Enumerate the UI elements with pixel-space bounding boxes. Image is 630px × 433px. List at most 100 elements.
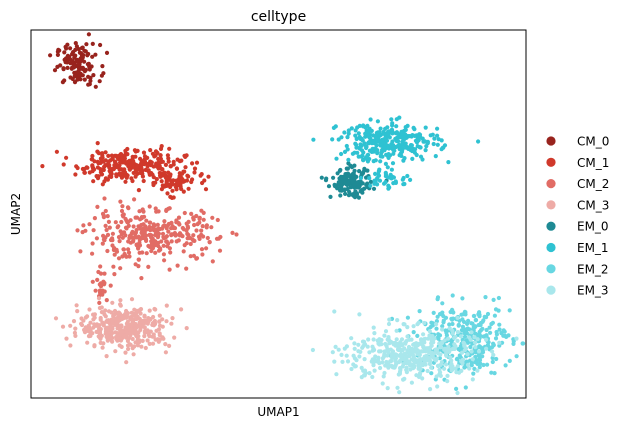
scatter-point [440, 301, 445, 306]
scatter-point [420, 376, 425, 381]
scatter-point [188, 241, 193, 247]
legend-item: CM_0 [546, 135, 609, 149]
scatter-point [393, 180, 398, 185]
scatter-point [159, 179, 164, 184]
scatter-point [389, 117, 394, 122]
scatter-point [118, 303, 123, 308]
scatter-point [132, 234, 138, 240]
scatter-point [118, 266, 123, 271]
scatter-point [138, 311, 143, 316]
scatter-point [339, 352, 344, 357]
scatter-point [475, 368, 480, 373]
scatter-point [489, 321, 494, 327]
scatter-point [80, 166, 85, 172]
scatter-point [386, 365, 391, 370]
scatter-point [400, 343, 405, 348]
scatter-point [86, 32, 91, 37]
scatter-point [132, 307, 137, 312]
scatter-point [368, 183, 373, 188]
scatter-point [80, 45, 85, 50]
scatter-point [373, 354, 378, 359]
scatter-point [448, 355, 453, 360]
scatter-point [122, 251, 127, 257]
legend: CM_0 CM_1 CM_2 CM_3 EM_0 EM_1 EM_2 EM_3 [546, 135, 609, 298]
scatter-point [503, 363, 508, 368]
scatter-point [176, 215, 182, 220]
scatter-point [358, 142, 363, 147]
scatter-point [92, 216, 97, 221]
scatter-point [362, 357, 367, 362]
scatter-point [144, 251, 149, 256]
scatter-point [429, 371, 434, 376]
scatter-point [180, 171, 185, 176]
scatter-point [332, 359, 337, 364]
scatter-point [126, 220, 131, 225]
scatter-point [469, 363, 474, 368]
scatter-point [106, 160, 111, 165]
scatter-point [427, 333, 432, 338]
cluster-cm-2 [90, 269, 113, 305]
scatter-point [142, 334, 147, 339]
scatter-point [96, 269, 101, 275]
scatter-point [166, 229, 171, 234]
scatter-point [155, 232, 160, 237]
scatter-point [477, 329, 482, 334]
scatter-point [163, 342, 168, 347]
scatter-point [133, 154, 138, 159]
scatter-point [353, 189, 358, 194]
scatter-point [422, 320, 427, 326]
scatter-point [481, 318, 486, 323]
scatter-point [89, 157, 94, 162]
scatter-point [494, 356, 499, 362]
scatter-point [79, 321, 84, 326]
scatter-point [404, 354, 409, 359]
scatter-point [469, 321, 474, 326]
scatter-point [344, 143, 349, 149]
scatter-point [471, 325, 476, 330]
scatter-point [389, 127, 394, 132]
scatter-point [140, 174, 145, 179]
scatter-point [365, 181, 370, 186]
scatter-point [458, 344, 463, 349]
scatter-point [416, 366, 421, 371]
scatter-point [134, 311, 139, 316]
scatter-point [437, 312, 443, 317]
scatter-point [445, 373, 450, 378]
scatter-point [375, 176, 380, 181]
scatter-point [64, 155, 69, 160]
scatter-point [383, 142, 388, 147]
scatter-point [450, 293, 455, 298]
scatter-point [417, 309, 422, 314]
scatter-point [465, 321, 470, 326]
scatter-point [154, 328, 159, 333]
scatter-point [380, 360, 385, 365]
scatter-point [106, 319, 111, 325]
scatter-point [396, 142, 401, 148]
scatter-point [330, 137, 335, 142]
scatter-point [165, 223, 170, 228]
scatter-point [393, 358, 398, 364]
scatter-point [140, 318, 145, 324]
scatter-point [134, 164, 139, 169]
scatter-point [107, 165, 112, 170]
scatter-point [100, 241, 105, 246]
scatter-point [423, 336, 428, 341]
scatter-point [455, 315, 460, 320]
scatter-point [230, 230, 235, 235]
scatter-point [136, 264, 141, 269]
scatter-point [175, 182, 180, 187]
scatter-point [165, 191, 170, 196]
scatter-point [153, 206, 158, 211]
scatter-point [197, 215, 202, 220]
scatter-point [200, 252, 205, 257]
scatter-point [435, 133, 440, 138]
scatter-point [417, 145, 422, 150]
scatter-point [431, 337, 436, 342]
scatter-point [417, 352, 422, 357]
scatter-point [411, 324, 416, 329]
scatter-point [146, 226, 151, 231]
scatter-point [364, 155, 369, 160]
scatter-points [40, 32, 526, 396]
scatter-point [141, 150, 147, 155]
